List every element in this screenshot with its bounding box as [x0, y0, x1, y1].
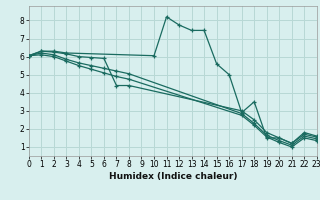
- X-axis label: Humidex (Indice chaleur): Humidex (Indice chaleur): [108, 172, 237, 181]
